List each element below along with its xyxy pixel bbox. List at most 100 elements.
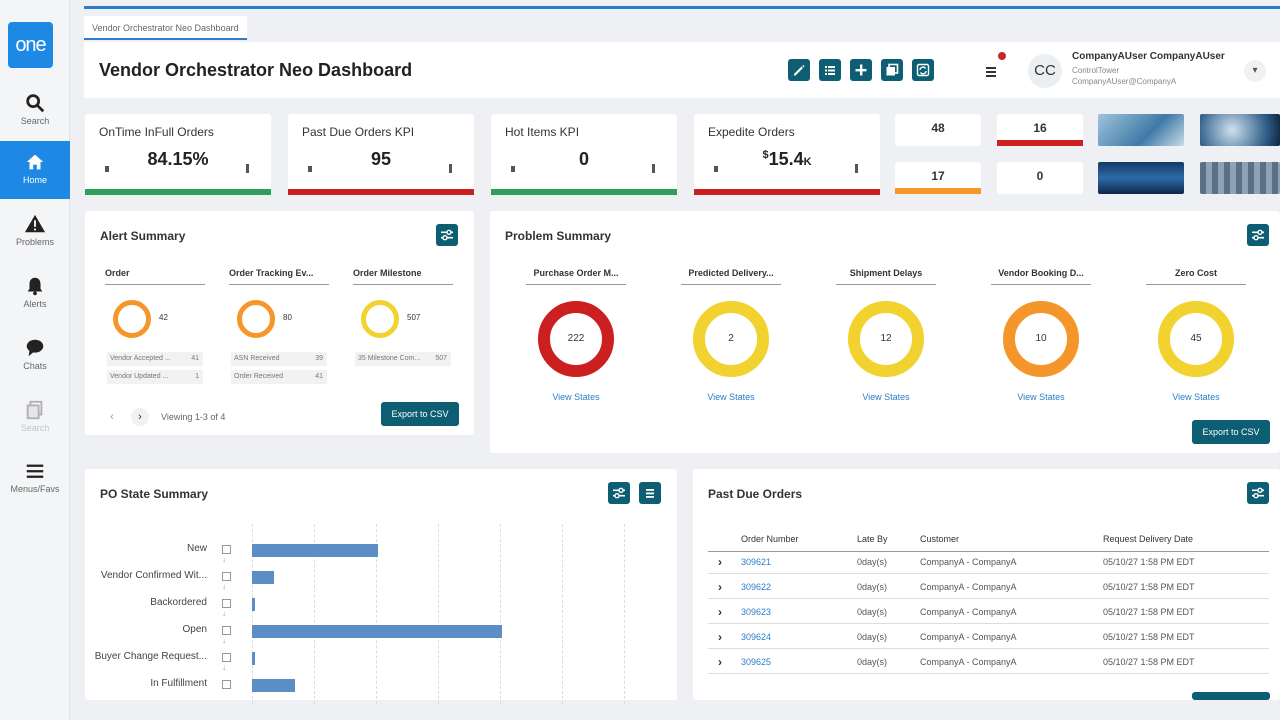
alert-count: 42 bbox=[159, 313, 168, 322]
user-menu-chevron-icon[interactable]: ▾ bbox=[1244, 60, 1266, 82]
column-header[interactable]: Order Number bbox=[741, 534, 799, 544]
problem-donut[interactable]: 2 bbox=[693, 301, 769, 377]
problem-column[interactable]: Shipment Delays bbox=[836, 268, 936, 285]
expand-chevron-icon[interactable]: › bbox=[718, 580, 722, 594]
list-view-button[interactable] bbox=[819, 59, 841, 81]
column-header[interactable]: Customer bbox=[920, 534, 960, 544]
expand-chevron-icon[interactable]: › bbox=[718, 655, 722, 669]
alert-column-milestone[interactable]: Order Milestone bbox=[353, 268, 453, 285]
page-title: Vendor Orchestrator Neo Dashboard bbox=[99, 60, 413, 80]
order-number-link[interactable]: 309624 bbox=[741, 632, 772, 642]
table-row[interactable]: › 309623 0day(s) CompanyA - CompanyA 05/10/2… bbox=[708, 599, 1269, 624]
list-view-button[interactable] bbox=[639, 482, 661, 504]
problem-column[interactable]: Zero Cost bbox=[1146, 268, 1246, 285]
nav-search[interactable]: Search bbox=[0, 82, 70, 140]
mini-kpi-2[interactable]: 16 bbox=[997, 114, 1083, 146]
alert-row[interactable]: 35 Milestone Com... 507 bbox=[355, 352, 451, 366]
kpi-card-past-due[interactable]: Past Due Orders KPI 95 bbox=[288, 114, 474, 195]
kpi-card-expedite[interactable]: Expedite Orders $15.4K bbox=[694, 114, 880, 195]
po-state-bar[interactable] bbox=[252, 571, 274, 584]
nav-home[interactable]: Home bbox=[0, 141, 70, 199]
nav-alerts-label: Alerts bbox=[23, 299, 47, 309]
table-row[interactable]: › 309625 0day(s) CompanyA - CompanyA 05/10/2… bbox=[708, 649, 1269, 674]
thumbnail-image[interactable] bbox=[1098, 114, 1184, 146]
alert-donut[interactable] bbox=[113, 300, 151, 338]
alert-donut[interactable] bbox=[237, 300, 275, 338]
mini-kpi-4[interactable]: 0 bbox=[997, 162, 1083, 194]
copy-button[interactable] bbox=[881, 59, 903, 81]
kpi-card-ontime[interactable]: OnTime InFull Orders 84.15% bbox=[85, 114, 271, 195]
mini-kpi-1[interactable]: 48 bbox=[895, 114, 981, 146]
table-row[interactable]: › 309621 0day(s) CompanyA - CompanyA 05/10/2… bbox=[708, 549, 1269, 574]
alert-column-tracking[interactable]: Order Tracking Ev... bbox=[229, 268, 329, 285]
refresh-button[interactable] bbox=[912, 59, 934, 81]
po-state-bar[interactable] bbox=[252, 652, 255, 665]
view-states-link[interactable]: View States bbox=[552, 392, 600, 402]
edit-button[interactable] bbox=[788, 59, 810, 81]
alert-donut[interactable] bbox=[361, 300, 399, 338]
tab-dashboard[interactable]: Vendor Orchestrator Neo Dashboard bbox=[84, 16, 247, 40]
table-row[interactable]: › 309624 0day(s) CompanyA - CompanyA 05/10/2… bbox=[708, 624, 1269, 649]
alert-column-order[interactable]: Order bbox=[105, 268, 205, 285]
order-number-link[interactable]: 309623 bbox=[741, 607, 772, 617]
expand-chevron-icon[interactable]: › bbox=[718, 605, 722, 619]
po-state-checkbox[interactable] bbox=[222, 572, 231, 581]
thumbnail-image[interactable] bbox=[1200, 114, 1280, 146]
thumbnail-image[interactable] bbox=[1098, 162, 1184, 194]
po-state-bar[interactable] bbox=[252, 625, 502, 638]
po-state-checkbox[interactable] bbox=[222, 626, 231, 635]
view-states-link[interactable]: View States bbox=[1172, 392, 1220, 402]
problem-donut[interactable]: 12 bbox=[848, 301, 924, 377]
problem-donut[interactable]: 222 bbox=[538, 301, 614, 377]
po-state-checkbox[interactable] bbox=[222, 599, 231, 608]
prev-page-chevron-icon[interactable]: ‹ bbox=[110, 411, 114, 423]
alert-row[interactable]: ASN Received 39 bbox=[231, 352, 327, 366]
nav-search-2[interactable]: Search bbox=[0, 389, 70, 447]
next-page-chevron-icon[interactable]: › bbox=[131, 408, 149, 426]
avatar[interactable]: CC bbox=[1028, 54, 1062, 88]
export-csv-button[interactable] bbox=[1192, 692, 1270, 700]
mini-kpi-3[interactable]: 17 bbox=[895, 162, 981, 194]
export-csv-button[interactable]: Export to CSV bbox=[1192, 420, 1270, 444]
export-csv-button[interactable]: Export to CSV bbox=[381, 402, 459, 426]
expand-chevron-icon[interactable]: › bbox=[718, 630, 722, 644]
alert-row[interactable]: Vendor Updated ... 1 bbox=[107, 370, 203, 384]
view-states-link[interactable]: View States bbox=[707, 392, 755, 402]
problem-column[interactable]: Vendor Booking D... bbox=[991, 268, 1091, 285]
column-header[interactable]: Late By bbox=[857, 534, 888, 544]
nav-alerts[interactable]: Alerts bbox=[0, 265, 70, 323]
alert-row[interactable]: Vendor Accepted ... 41 bbox=[107, 352, 203, 366]
po-state-bar[interactable] bbox=[252, 598, 255, 611]
nav-menus[interactable]: Menus/Favs bbox=[0, 450, 70, 508]
notifications-icon[interactable] bbox=[982, 56, 1006, 84]
view-states-link[interactable]: View States bbox=[1017, 392, 1065, 402]
nav-chats[interactable]: Chats bbox=[0, 327, 70, 385]
sliders-icon bbox=[441, 229, 453, 241]
order-number-link[interactable]: 309621 bbox=[741, 557, 772, 567]
add-button[interactable] bbox=[850, 59, 872, 81]
table-row[interactable]: › 309622 0day(s) CompanyA - CompanyA 05/10/2… bbox=[708, 574, 1269, 599]
problem-donut[interactable]: 10 bbox=[1003, 301, 1079, 377]
settings-button[interactable] bbox=[608, 482, 630, 504]
column-header[interactable]: Request Delivery Date bbox=[1103, 534, 1194, 544]
alert-row[interactable]: Order Received 41 bbox=[231, 370, 327, 384]
thumbnail-image[interactable] bbox=[1200, 162, 1280, 194]
po-state-bar[interactable] bbox=[252, 679, 295, 692]
app-logo[interactable]: one bbox=[8, 22, 53, 68]
po-state-checkbox[interactable] bbox=[222, 653, 231, 662]
view-states-link[interactable]: View States bbox=[862, 392, 910, 402]
nav-problems[interactable]: Problems bbox=[0, 203, 70, 261]
problem-column[interactable]: Purchase Order M... bbox=[526, 268, 626, 285]
po-state-checkbox[interactable] bbox=[222, 545, 231, 554]
order-number-link[interactable]: 309625 bbox=[741, 657, 772, 667]
problem-column[interactable]: Predicted Delivery... bbox=[681, 268, 781, 285]
po-state-bar[interactable] bbox=[252, 544, 378, 557]
problem-donut[interactable]: 45 bbox=[1158, 301, 1234, 377]
order-number-link[interactable]: 309622 bbox=[741, 582, 772, 592]
settings-button[interactable] bbox=[436, 224, 458, 246]
settings-button[interactable] bbox=[1247, 224, 1269, 246]
kpi-card-hot-items[interactable]: Hot Items KPI 0 bbox=[491, 114, 677, 195]
po-state-checkbox[interactable] bbox=[222, 680, 231, 689]
expand-chevron-icon[interactable]: › bbox=[718, 555, 722, 569]
settings-button[interactable] bbox=[1247, 482, 1269, 504]
